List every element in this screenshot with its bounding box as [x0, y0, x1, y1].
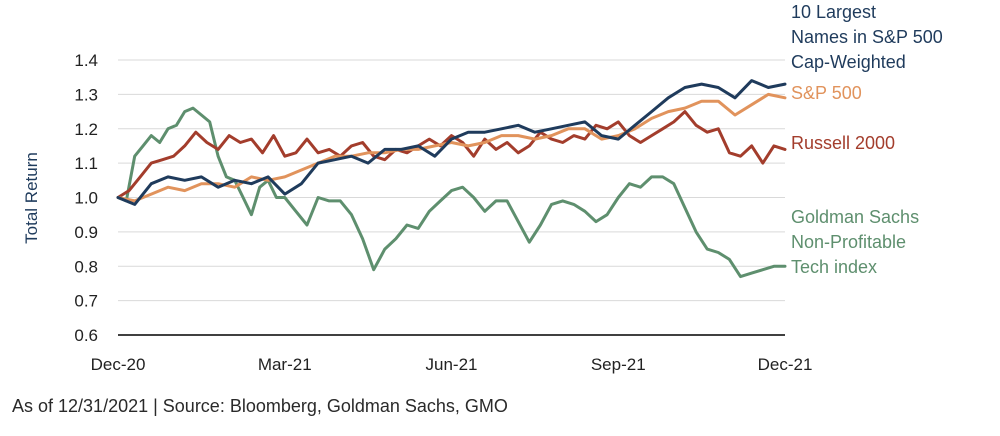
- y-tick-label: 1.1: [74, 154, 98, 173]
- y-tick-label: 1.4: [74, 51, 98, 70]
- legend-label: Tech index: [791, 257, 877, 277]
- series-line-2: [116, 92, 787, 203]
- legend-label: S&P 500: [791, 83, 862, 103]
- gridlines: [118, 59, 785, 336]
- y-tick-label: 0.8: [74, 257, 98, 276]
- legend-label: 10 Largest: [791, 2, 876, 22]
- series-line-1: [116, 110, 787, 199]
- legend: 10 Largest Names in S&P 500 Cap-Weighted S&…: [791, 2, 943, 277]
- legend-label: Cap-Weighted: [791, 52, 906, 72]
- series-line-3: [116, 79, 787, 206]
- series-line-0: [116, 106, 787, 279]
- y-tick-label: 1.2: [74, 120, 98, 139]
- y-tick-label: 0.7: [74, 292, 98, 311]
- y-tick-label: 0.6: [74, 326, 98, 345]
- y-tick-label: 0.9: [74, 223, 98, 242]
- x-tick-label: Sep-21: [591, 355, 646, 374]
- legend-label: Russell 2000: [791, 133, 895, 153]
- source-footnote: As of 12/31/2021 | Source: Bloomberg, Go…: [12, 396, 508, 416]
- y-tick-label: 1.0: [74, 189, 98, 208]
- x-tick-label: Jun-21: [426, 355, 478, 374]
- series-lines: [116, 79, 787, 279]
- x-axis-ticks: Dec-20 Mar-21 Jun-21 Sep-21 Dec-21: [91, 355, 813, 374]
- y-axis-label: Total Return: [22, 152, 41, 244]
- y-axis-ticks: 0.6 0.7 0.8 0.9 1.0 1.1 1.2 1.3 1.4: [74, 51, 98, 345]
- x-tick-label: Dec-21: [758, 355, 813, 374]
- x-tick-label: Mar-21: [258, 355, 312, 374]
- line-chart: 0.6 0.7 0.8 0.9 1.0 1.1 1.2 1.3 1.4 Dec-20 Mar-21…: [22, 2, 943, 374]
- y-tick-label: 1.3: [74, 85, 98, 104]
- legend-label: Names in S&P 500: [791, 27, 943, 47]
- x-tick-label: Dec-20: [91, 355, 146, 374]
- legend-label: Goldman Sachs: [791, 207, 919, 227]
- legend-label: Non-Profitable: [791, 232, 906, 252]
